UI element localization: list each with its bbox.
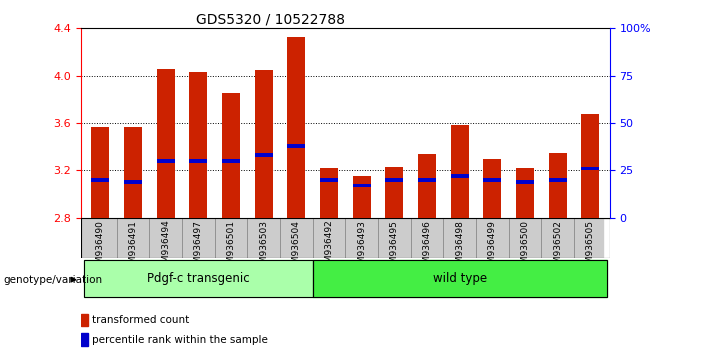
Bar [156,69,175,218]
Bar [516,168,534,218]
Bar [320,168,338,218]
Bar [418,178,436,182]
Bar [451,174,468,178]
Text: GSM936502: GSM936502 [553,220,562,275]
Bar [451,125,468,218]
Bar [353,184,371,187]
Text: genotype/variation: genotype/variation [4,275,102,285]
Text: Pdgf-c transgenic: Pdgf-c transgenic [147,272,250,285]
Bar [189,72,207,218]
Text: GSM936496: GSM936496 [423,220,431,275]
Bar [254,70,273,218]
Text: GSM936499: GSM936499 [488,220,497,275]
Bar [516,180,534,183]
Text: GSM936501: GSM936501 [226,220,236,275]
Text: GSM936491: GSM936491 [128,220,137,275]
Text: GSM936497: GSM936497 [193,220,203,275]
Bar [549,178,566,182]
Bar [313,261,606,297]
Bar [156,159,175,163]
Bar [287,144,305,148]
Bar [84,261,313,297]
Bar [91,178,109,182]
Bar [386,178,403,182]
Text: GSM936490: GSM936490 [96,220,104,275]
Text: GSM936493: GSM936493 [357,220,366,275]
Text: percentile rank within the sample: percentile rank within the sample [92,335,268,345]
Text: transformed count: transformed count [92,315,189,325]
Text: GSM936495: GSM936495 [390,220,399,275]
Bar [581,114,599,218]
Bar [254,153,273,157]
Text: GSM936492: GSM936492 [325,220,334,274]
Bar [222,159,240,163]
Bar [84,261,313,297]
Bar [418,154,436,218]
Bar [313,261,606,297]
Text: GSM936503: GSM936503 [259,220,268,275]
Text: GSM936504: GSM936504 [292,220,301,275]
Text: GSM936505: GSM936505 [586,220,594,275]
Bar [386,167,403,218]
Bar [581,167,599,170]
Text: GDS5320 / 10522788: GDS5320 / 10522788 [196,12,346,27]
Bar [124,127,142,218]
Bar [287,36,305,218]
Text: GSM936494: GSM936494 [161,220,170,274]
Bar [91,127,109,218]
Bar [81,314,88,326]
Bar [320,178,338,182]
Bar [124,180,142,183]
Bar [483,178,501,182]
Bar [353,176,371,218]
Text: GSM936498: GSM936498 [455,220,464,275]
Text: wild type: wild type [433,272,486,285]
Bar [189,159,207,163]
Bar [483,159,501,218]
Bar [222,93,240,218]
Text: GSM936500: GSM936500 [520,220,529,275]
Bar [81,333,88,346]
Bar [549,153,566,218]
